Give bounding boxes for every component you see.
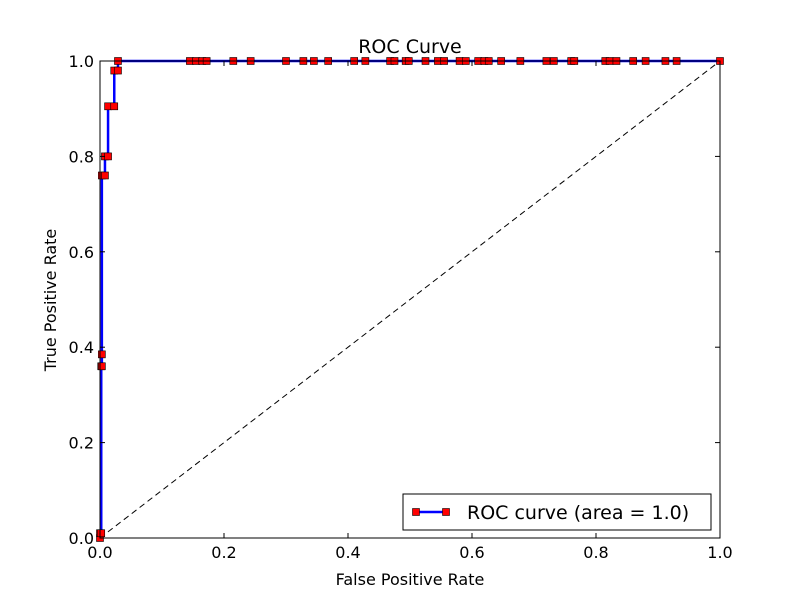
legend: ROC curve (area = 1.0) [402, 493, 712, 531]
x-tick-label: 0.4 [335, 543, 360, 562]
y-tick-label: 0.0 [69, 529, 94, 548]
x-tick-label: 0.0 [87, 543, 112, 562]
roc-point-marker [101, 171, 109, 180]
roc-point-marker [110, 102, 119, 111]
roc-point-marker [97, 529, 106, 538]
reference-line-layer [99, 60, 721, 539]
roc-point-marker [104, 152, 112, 161]
chart-title: ROC Curve [358, 36, 462, 58]
legend-marker-right [442, 508, 450, 516]
x-tick-label: 1.0 [707, 543, 732, 562]
y-tick-label: 1.0 [69, 52, 94, 71]
roc-point-marker [98, 362, 106, 371]
chance-diagonal-line [99, 60, 721, 539]
x-tick-label: 0.2 [211, 543, 236, 562]
roc-point-marker [114, 66, 122, 75]
tick-layer: 0.0 0.2 0.4 0.6 0.8 1.0 0.0 0.2 0.4 0.6 0.8 1.0 [69, 52, 733, 562]
y-axis-label: True Positive Rate [41, 229, 60, 373]
x-tick-label: 0.8 [583, 543, 608, 562]
legend-marker-left [412, 508, 420, 516]
y-tick-label: 0.6 [69, 243, 94, 262]
y-tick-label: 0.2 [69, 434, 94, 453]
x-axis-label: False Positive Rate [336, 570, 485, 589]
legend-label: ROC curve (area = 1.0) [467, 502, 689, 524]
legend-box [402, 493, 712, 531]
roc-point-marker [98, 350, 106, 359]
y-tick-label: 0.4 [69, 338, 94, 357]
x-tick-label: 0.6 [459, 543, 484, 562]
plot-frame [99, 60, 721, 539]
y-tick-label: 0.8 [69, 147, 94, 166]
